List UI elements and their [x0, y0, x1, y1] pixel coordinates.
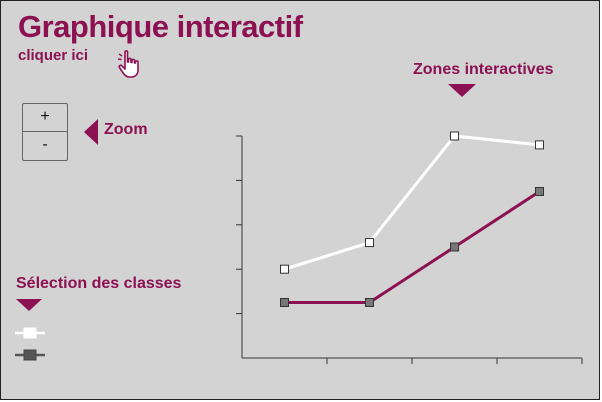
- zoom-control: + -: [22, 103, 68, 161]
- series-1-point: [535, 140, 544, 150]
- series-1-point: [450, 131, 459, 141]
- series-2-point: [535, 187, 544, 196]
- zoom-out-button[interactable]: -: [42, 136, 48, 153]
- click-here-link[interactable]: cliquer ici: [18, 47, 89, 64]
- triangle-down-icon: [16, 299, 42, 311]
- series-line-1: [284, 134, 540, 271]
- triangle-down-icon: [448, 84, 476, 97]
- legend-toggle-dark-series[interactable]: [15, 348, 45, 362]
- series-2-point: [280, 298, 289, 307]
- series-line-2: [284, 190, 541, 304]
- triangle-left-icon: [84, 119, 98, 145]
- zones-interactives-label: Zones interactives: [413, 61, 554, 78]
- series-1-point: [280, 264, 289, 274]
- series-1-point: [365, 238, 374, 248]
- page-title: Graphique interactif: [18, 9, 303, 44]
- class-selection-label: Sélection des classes: [16, 275, 182, 292]
- zoom-in-button[interactable]: +: [23, 104, 67, 132]
- zoom-label: Zoom: [104, 121, 148, 138]
- legend-toggle-white-series[interactable]: [15, 326, 45, 340]
- series-2-point: [450, 242, 459, 252]
- hand-pointer-icon[interactable]: [116, 48, 144, 80]
- series-2-point: [365, 298, 374, 307]
